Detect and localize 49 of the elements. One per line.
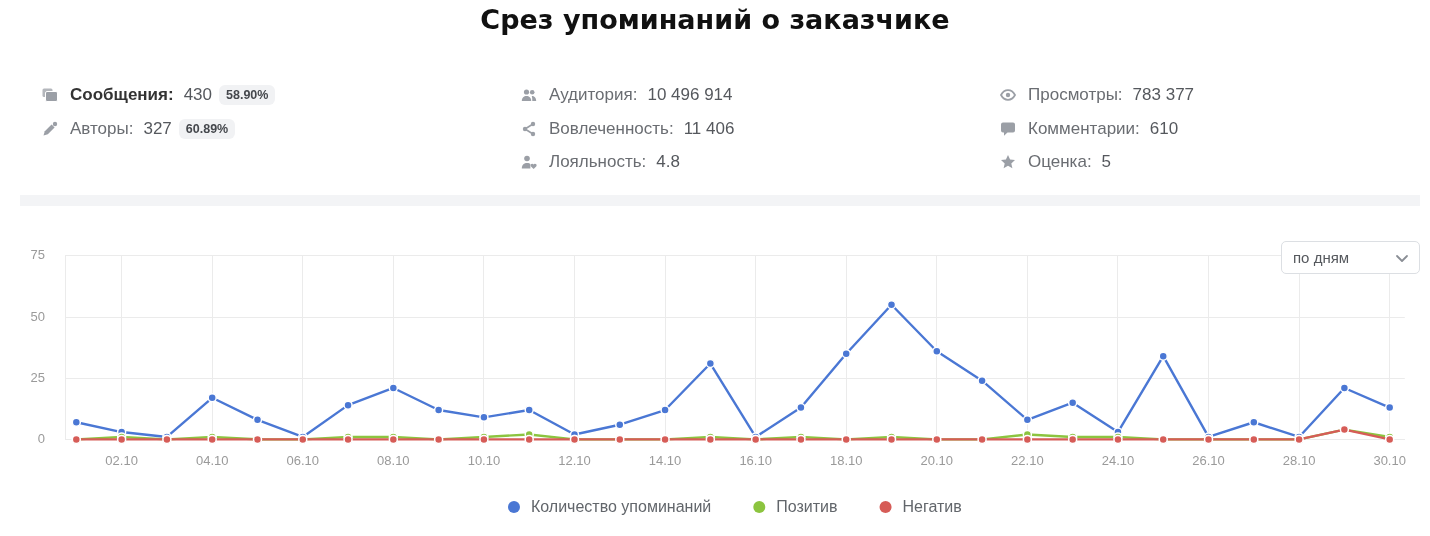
- point: [479, 412, 489, 423]
- x-tick-label: 08.10: [377, 452, 410, 468]
- text: Комментарии: 610: [1028, 119, 1179, 139]
- x-tick-label: 18.10: [829, 452, 863, 468]
- y-tick-label: 50: [30, 308, 45, 324]
- text: 58.90%: [219, 85, 276, 105]
- point: [932, 346, 942, 357]
- point: [1022, 415, 1033, 425]
- x-tick-label: 14.10: [648, 452, 682, 468]
- text: Сообщения: 430: [70, 85, 213, 105]
- point: [207, 393, 217, 403]
- point: [433, 405, 444, 415]
- text: Оценка: 5: [1028, 152, 1112, 172]
- point: [524, 405, 534, 415]
- text: Лояльность: 4.8: [549, 152, 680, 172]
- y-tick-label: 0: [37, 430, 45, 446]
- x-tick-label: 22.10: [1011, 452, 1044, 468]
- point: [886, 300, 897, 310]
- legend-label: Позитив: [776, 498, 838, 516]
- point: [524, 434, 534, 445]
- x-tick-label: 04.10: [195, 452, 229, 468]
- point: [841, 348, 851, 359]
- point: [1022, 434, 1033, 445]
- x-tick-label: 10.10: [467, 452, 501, 468]
- annotation: по дням: [1293, 249, 1350, 266]
- point: [660, 405, 670, 415]
- x-tick-label: 30.10: [1373, 452, 1406, 468]
- dropdown: по дням: [1281, 241, 1420, 274]
- x-tick-label: 06.10: [286, 452, 320, 468]
- text: Аудитория: 10 496 914: [549, 85, 733, 105]
- text: 60.89%: [178, 119, 236, 139]
- x-tick-label: 20.10: [920, 452, 954, 468]
- legend-label: Негатив: [902, 498, 962, 516]
- text: Вовлеченность: 11 406: [549, 119, 735, 139]
- chart-title: Срез упоминаний о заказчике: [480, 4, 950, 35]
- point: [388, 383, 399, 393]
- x-tick-label: 24.10: [1101, 452, 1135, 468]
- y-tick-label: 25: [30, 369, 45, 385]
- legend-label: Количество упоминаний: [530, 498, 712, 516]
- point: [1339, 383, 1350, 393]
- x-tick-label: 02.10: [105, 452, 138, 468]
- y-tick-label: 75: [30, 247, 45, 263]
- text: Авторы: 327: [70, 119, 172, 139]
- x-tick-label: 26.10: [1192, 452, 1225, 468]
- text: Просмотры: 783 377: [1028, 85, 1195, 105]
- point: [1384, 402, 1395, 413]
- x-tick-label: 12.10: [558, 452, 591, 468]
- x-tick-label: 28.10: [1282, 452, 1316, 468]
- x-tick-label: 16.10: [739, 452, 772, 468]
